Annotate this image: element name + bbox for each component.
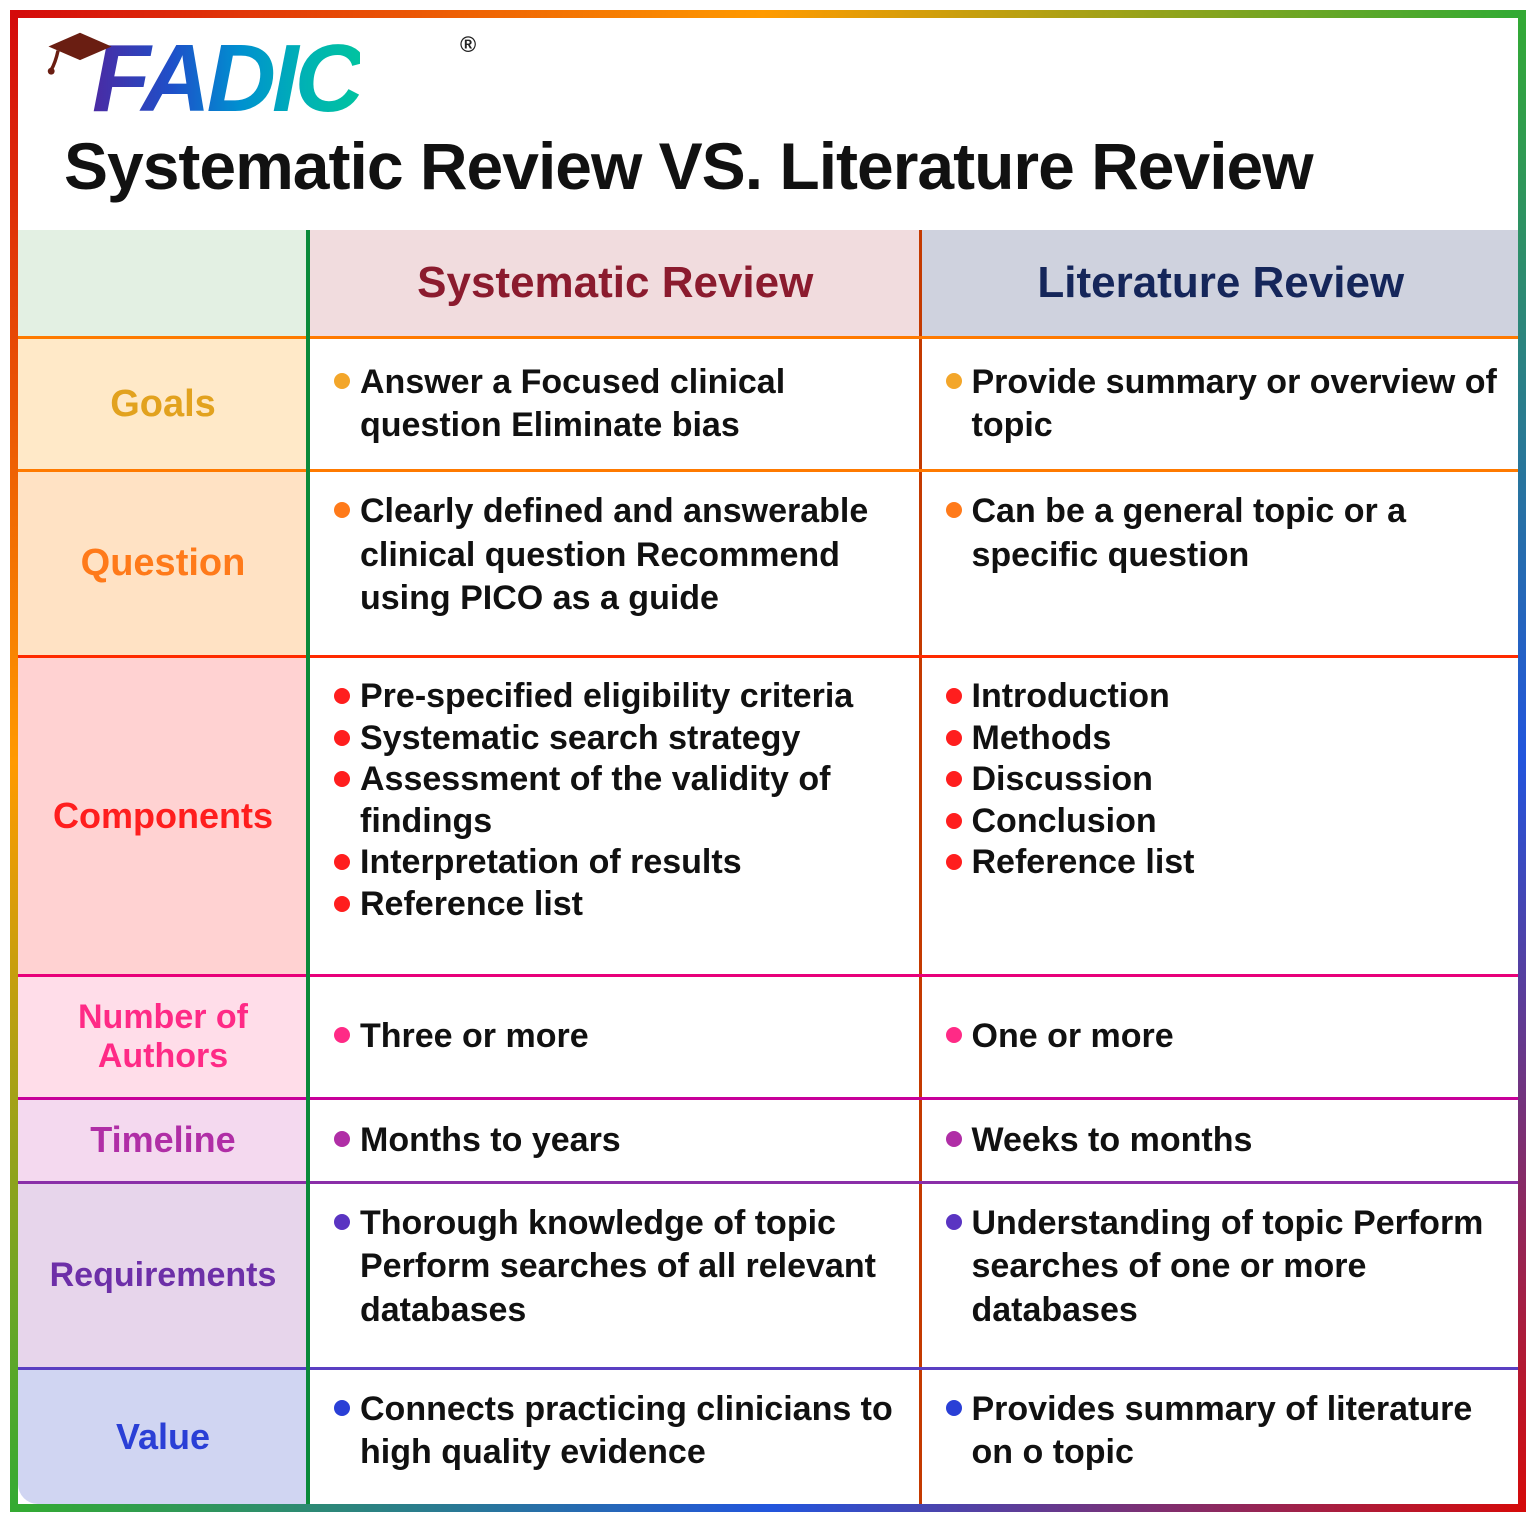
row-label-question: Question [18,471,308,657]
cell-requirements-lit: Understanding of topic Perform searches … [920,1182,1518,1368]
list-item: Months to years [332,1119,899,1163]
header-blank [18,230,308,338]
row-label-goals: Goals [18,338,308,471]
list-item: Reference list [944,842,1499,883]
table-row-value: Value Connects practicing clinicians to h… [18,1368,1518,1504]
cell-timeline-sys: Months to years [308,1099,920,1183]
list-item: Thorough knowledge of topic Perform sear… [332,1202,899,1333]
table-row-components: ComponentsPre-specified eligibility crit… [18,657,1518,976]
header-literature: Literature Review [920,230,1518,338]
list-item: Provides summary of literature on o topi… [944,1388,1499,1475]
table-row-goals: Goals Answer a Focused clinical question … [18,338,1518,471]
cell-question-lit: Can be a general topic or a specific que… [920,471,1518,657]
list-item: Discussion [944,759,1499,800]
page-title: Systematic Review VS. Literature Review [18,122,1518,230]
cell-components-lit: IntroductionMethodsDiscussionConclusionR… [920,657,1518,976]
row-label-requirements: Requirements [18,1182,308,1368]
list-item: Three or more [332,1015,899,1059]
cell-question-sys: Clearly defined and answerable clinical … [308,471,920,657]
list-item: One or more [944,1015,1499,1059]
cell-value-lit: Provides summary of literature on o topi… [920,1368,1518,1504]
brand-header: FADIC ® [18,18,1518,122]
list-item: Pre-specified eligibility criteria [332,676,899,717]
row-label-authors: Number ofAuthors [18,976,308,1099]
cell-goals-sys: Answer a Focused clinical question Elimi… [308,338,920,471]
list-item: Answer a Focused clinical question Elimi… [332,361,899,448]
list-item: Conclusion [944,801,1499,842]
brand-name: FADIC [92,36,360,122]
row-label-value: Value [18,1368,308,1504]
list-item: Connects practicing clinicians to high q… [332,1388,899,1475]
list-item: Reference list [332,884,899,925]
cell-authors-sys: Three or more [308,976,920,1099]
trademark-icon: ® [460,32,476,58]
list-item: Can be a general topic or a specific que… [944,490,1499,577]
cell-authors-lit: One or more [920,976,1518,1099]
list-item: Interpretation of results [332,842,899,883]
cell-components-sys: Pre-specified eligibility criteriaSystem… [308,657,920,976]
comparison-table: Systematic Review Literature Review Goal… [18,230,1518,1504]
table-row-authors: Number ofAuthors Three or more One or more [18,976,1518,1099]
cell-timeline-lit: Weeks to months [920,1099,1518,1183]
table-row-question: QuestionClearly defined and answerable c… [18,471,1518,657]
list-item: Methods [944,718,1499,759]
graduation-cap-icon [44,30,116,78]
table-row-requirements: RequirementsThorough knowledge of topic … [18,1182,1518,1368]
list-item: Assessment of the validity of findings [332,759,899,842]
row-label-timeline: Timeline [18,1099,308,1183]
table-header-row: Systematic Review Literature Review [18,230,1518,338]
cell-goals-lit: Provide summary or overview of topic [920,338,1518,471]
row-label-components: Components [18,657,308,976]
cell-value-sys: Connects practicing clinicians to high q… [308,1368,920,1504]
list-item: Understanding of topic Perform searches … [944,1202,1499,1333]
header-systematic: Systematic Review [308,230,920,338]
list-item: Introduction [944,676,1499,717]
list-item: Systematic search strategy [332,718,899,759]
list-item: Clearly defined and answerable clinical … [332,490,899,621]
table-row-timeline: Timeline Months to years Weeks to months [18,1099,1518,1183]
document-frame: FADIC ® Systematic Review VS. Literature… [10,10,1526,1512]
logo: FADIC [44,36,1492,122]
list-item: Weeks to months [944,1119,1499,1163]
list-item: Provide summary or overview of topic [944,361,1499,448]
cell-requirements-sys: Thorough knowledge of topic Perform sear… [308,1182,920,1368]
